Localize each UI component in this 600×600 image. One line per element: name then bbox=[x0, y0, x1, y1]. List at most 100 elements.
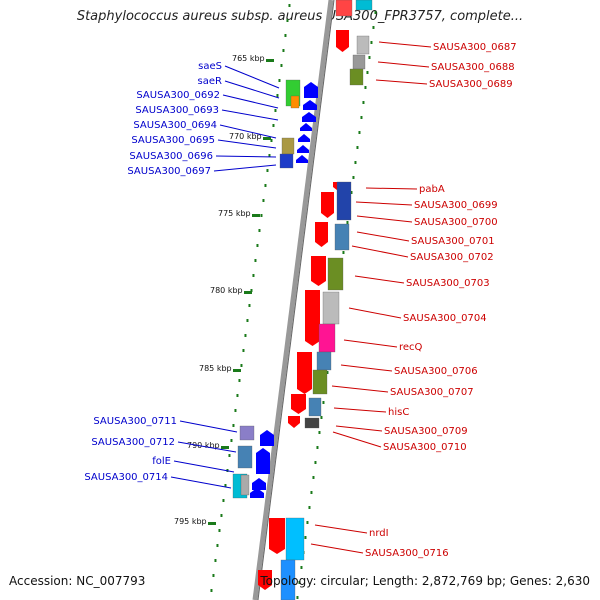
reverse-gene-label[interactable]: folE bbox=[152, 456, 171, 467]
scale-tick bbox=[360, 116, 363, 119]
scale-tick bbox=[240, 364, 243, 367]
scale-tick bbox=[270, 139, 273, 142]
forward-gene-leader bbox=[331, 385, 389, 393]
scale-tick bbox=[352, 176, 355, 179]
forward-gene-label[interactable]: SAUSA300_0709 bbox=[384, 426, 468, 437]
forward-gene-leader bbox=[335, 425, 383, 432]
reverse-gene-leader bbox=[215, 155, 277, 158]
scale-major-tick bbox=[266, 59, 274, 62]
scale-label: 765 kbp bbox=[232, 54, 265, 63]
forward-gene-leader bbox=[354, 275, 405, 284]
forward-gene-label[interactable]: recQ bbox=[399, 342, 423, 353]
reverse-gene-box bbox=[279, 153, 294, 169]
forward-gene-arrow bbox=[336, 30, 349, 52]
scale-tick bbox=[258, 229, 261, 232]
forward-gene-label[interactable]: SAUSA300_0688 bbox=[431, 62, 515, 73]
scale-major-tick bbox=[233, 369, 241, 372]
forward-gene-label[interactable]: SAUSA300_0700 bbox=[414, 217, 498, 228]
forward-gene-label[interactable]: SAUSA300_0703 bbox=[406, 278, 490, 289]
scale-tick bbox=[272, 124, 275, 127]
forward-gene-label[interactable]: SAUSA300_0710 bbox=[383, 442, 467, 453]
forward-gene-label[interactable]: SAUSA300_0704 bbox=[403, 313, 487, 324]
forward-gene-label[interactable]: hisC bbox=[388, 407, 409, 418]
forward-gene-label[interactable]: SAUSA300_0689 bbox=[429, 79, 513, 90]
scale-tick bbox=[212, 574, 215, 577]
scale-major-tick bbox=[244, 291, 252, 294]
forward-gene-box bbox=[349, 68, 364, 86]
reverse-gene-leader bbox=[221, 109, 279, 121]
forward-gene-label[interactable]: SAUSA300_0707 bbox=[390, 387, 474, 398]
scale-tick bbox=[322, 401, 325, 404]
forward-gene-leader bbox=[355, 201, 413, 206]
topology-text: Topology: circular; Length: 2,872,769 bp… bbox=[260, 574, 590, 588]
backbone-edge bbox=[257, 0, 335, 600]
scale-tick bbox=[356, 146, 359, 149]
forward-gene-leader bbox=[310, 543, 364, 554]
scale-tick bbox=[278, 79, 281, 82]
forward-gene-box bbox=[318, 323, 336, 353]
forward-gene-box bbox=[280, 559, 296, 600]
reverse-gene-label[interactable]: SAUSA300_0712 bbox=[91, 437, 175, 448]
forward-gene-label[interactable]: SAUSA300_0702 bbox=[410, 252, 494, 263]
reverse-gene-label[interactable]: SAUSA300_0694 bbox=[133, 120, 217, 131]
reverse-gene-label[interactable]: SAUSA300_0714 bbox=[84, 472, 168, 483]
scale-tick bbox=[326, 371, 329, 374]
label-connectors bbox=[170, 41, 432, 554]
forward-gene-box bbox=[312, 369, 328, 395]
scale-tick bbox=[274, 109, 277, 112]
gene-features bbox=[232, 0, 373, 600]
forward-gene-label[interactable]: nrdI bbox=[369, 528, 389, 539]
forward-gene-box bbox=[352, 54, 366, 70]
forward-gene-box bbox=[336, 181, 352, 221]
forward-gene-label[interactable]: SAUSA300_0716 bbox=[365, 548, 449, 559]
forward-gene-box bbox=[327, 257, 344, 291]
reverse-gene-label[interactable]: SAUSA300_0696 bbox=[129, 151, 213, 162]
scale-tick bbox=[254, 259, 257, 262]
scale-major-tick bbox=[252, 214, 260, 217]
scale-label: 795 kbp bbox=[174, 517, 207, 526]
backbone-line bbox=[252, 0, 334, 600]
forward-gene-leader bbox=[351, 245, 409, 258]
reverse-gene-arrow bbox=[303, 100, 317, 110]
forward-gene-box bbox=[304, 417, 320, 429]
reverse-gene-label[interactable]: SAUSA300_0692 bbox=[136, 90, 220, 101]
forward-gene-label[interactable]: pabA bbox=[419, 184, 445, 195]
forward-gene-leader bbox=[377, 61, 430, 68]
gene-labels: saeS saeR SAUSA300_0692 SAUSA300_0693 SAUSA3… bbox=[84, 42, 516, 559]
reverse-gene-label[interactable]: saeR bbox=[198, 76, 222, 87]
scale-tick bbox=[304, 536, 307, 539]
reverse-gene-label[interactable]: SAUSA300_0697 bbox=[127, 166, 211, 177]
forward-gene-label[interactable]: SAUSA300_0701 bbox=[411, 236, 495, 247]
scale-tick bbox=[358, 131, 361, 134]
forward-gene-label[interactable]: SAUSA300_0706 bbox=[394, 366, 478, 377]
forward-gene-arrow bbox=[305, 290, 320, 346]
scale-tick bbox=[284, 34, 287, 37]
reverse-gene-label[interactable]: SAUSA300_0693 bbox=[135, 105, 219, 116]
map-title: Staphylococcus aureus subsp. aureus USA3… bbox=[76, 9, 524, 24]
reverse-gene-box bbox=[240, 474, 250, 496]
forward-gene-leader bbox=[332, 431, 382, 448]
scale-tick bbox=[228, 454, 231, 457]
scale-tick bbox=[308, 506, 311, 509]
forward-gene-leader bbox=[348, 307, 402, 319]
scale-tick bbox=[224, 484, 227, 487]
scale-tick bbox=[312, 476, 315, 479]
reverse-gene-arrow bbox=[250, 488, 264, 498]
forward-gene-label[interactable]: SAUSA300_0699 bbox=[414, 200, 498, 211]
forward-gene-arrow bbox=[258, 570, 272, 590]
reverse-gene-label[interactable]: SAUSA300_0695 bbox=[131, 135, 215, 146]
reverse-gene-label[interactable]: saeS bbox=[198, 61, 222, 72]
scale-tick bbox=[364, 86, 367, 89]
forward-gene-leader bbox=[356, 231, 410, 242]
forward-gene-box bbox=[316, 351, 332, 371]
reverse-gene-label[interactable]: SAUSA300_0711 bbox=[93, 416, 177, 427]
forward-gene-label[interactable]: SAUSA300_0687 bbox=[433, 42, 517, 53]
reverse-gene-leader bbox=[219, 124, 277, 139]
scale-tick bbox=[236, 394, 239, 397]
scale-major-tick bbox=[221, 446, 229, 449]
scale-tick bbox=[244, 334, 247, 337]
forward-gene-box bbox=[335, 0, 353, 17]
reverse-gene-box bbox=[281, 137, 295, 155]
accession-text: Accession: NC_007793 bbox=[9, 574, 146, 588]
scale-tick bbox=[372, 26, 375, 29]
